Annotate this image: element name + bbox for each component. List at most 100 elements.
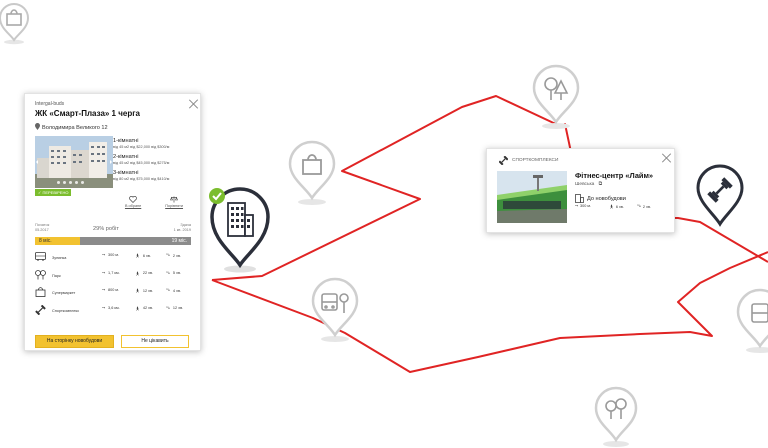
- park-icon: [35, 269, 46, 279]
- infrastructure-row[interactable]: Зупинка ⤳ 300 м. 🚶︎ 6 хв. ⛍ 2 хв.: [35, 252, 195, 271]
- map-pin-park-2[interactable]: [594, 386, 638, 447]
- room-types-list: 1-кімнатні від 45 м2 від $22,000 від $30…: [113, 138, 193, 186]
- verified-check-icon: [209, 188, 225, 204]
- complex-photo[interactable]: [35, 136, 113, 188]
- walk-cell: 🚶︎ 6 хв.: [135, 253, 151, 259]
- pagination-dot[interactable]: [63, 181, 66, 184]
- map-pin-supermarket[interactable]: [0, 3, 30, 45]
- construction-progress-labels: Початок 05.2017 29% робіт Здача 1 кв. 20…: [35, 223, 191, 237]
- infrastructure-row[interactable]: Парк ⤳ 1,7 км. 🚶︎ 22 хв. ⛍ 5 хв.: [35, 269, 195, 289]
- external-link-icon[interactable]: ⧉: [598, 182, 603, 187]
- room-type-detail: від 45 м2 від $45,000 від $275/м: [113, 161, 170, 165]
- walk-cell: 🚶︎ 22 хв.: [135, 271, 153, 276]
- drive-cell: ⛍ 2 хв.: [637, 204, 651, 209]
- poi-category: СПОРТКОМПЛЕКСИ: [499, 156, 558, 165]
- close-icon[interactable]: [189, 99, 199, 109]
- shopping-bag-icon: [35, 287, 46, 297]
- walk-value: 42 хв.: [142, 306, 154, 310]
- ruler-icon: ⤳: [102, 253, 106, 257]
- map-pin-park[interactable]: [532, 64, 580, 129]
- distance-value: 800 м.: [108, 288, 120, 292]
- go-to-complex-button[interactable]: На сторінку новобудови: [35, 335, 114, 348]
- bus-icon: [35, 252, 46, 261]
- favorite-label: В обране: [124, 204, 142, 208]
- map-pin-bus-stop[interactable]: [311, 277, 359, 342]
- poi-photo[interactable]: [497, 171, 567, 223]
- construction-progress-bar: 8 міс. 19 міс.: [35, 237, 191, 245]
- pagination-dot[interactable]: [75, 181, 78, 184]
- car-icon: ⛍: [166, 305, 170, 310]
- complex-title: ЖК «Смарт-Плаза» 1 черга: [35, 109, 140, 118]
- room-type-detail: від 80 м2 від $75,000 від $410/м: [113, 177, 170, 181]
- pagination-dot[interactable]: [57, 181, 60, 184]
- infrastructure-row[interactable]: Спорткомплекс ⤳ 3,6 км. 🚶︎ 42 хв. ⛍ 12 хв.: [35, 304, 195, 324]
- distance-cell: ⤳ 300 м.: [575, 204, 591, 208]
- infrastructure-row[interactable]: Супермаркет ⤳ 800 м. 🚶︎ 12 хв. ⛍ 4 хв.: [35, 287, 195, 306]
- distance-value: 1,7 км.: [108, 270, 120, 275]
- compare-label: Порівняти: [165, 204, 184, 208]
- drive-value: 4 хв.: [172, 288, 182, 293]
- room-type: 2-кімнатні від 45 м2 від $45,000 від $27…: [113, 154, 193, 165]
- not-interested-button[interactable]: Не цікавить: [121, 335, 189, 348]
- walk-value: 6 хв.: [615, 204, 624, 209]
- walk-cell: 🚶︎ 42 хв.: [135, 306, 153, 311]
- favorite-button[interactable]: В обране: [125, 196, 141, 208]
- complex-address: Володимира Великого 12: [35, 123, 108, 131]
- bus-icon: [751, 303, 768, 323]
- drive-cell: ⛍ 2 хв.: [166, 253, 181, 258]
- verified-label: ПЕРЕВІРЕНО: [42, 190, 69, 195]
- distance-cell: ⤳ 3,6 км.: [102, 306, 120, 310]
- walk-icon: 🚶︎: [135, 271, 140, 276]
- infrastructure-list: Зупинка ⤳ 300 м. 🚶︎ 6 хв. ⛍ 2 хв. Парк ⤳ 1,7…: [35, 252, 195, 324]
- scales-icon: [170, 196, 179, 203]
- sport-icon: [35, 304, 46, 315]
- pagination-dot[interactable]: [69, 181, 72, 184]
- map-pin-gym-active[interactable]: [696, 164, 744, 227]
- drive-cell: ⛍ 12 хв.: [166, 306, 183, 311]
- to-complex-label: До новобудови: [587, 195, 626, 202]
- developer-name[interactable]: Intergal-buds: [35, 101, 65, 107]
- distance-cell: ⤳ 1,7 км.: [102, 271, 120, 275]
- complex-info-card: Intergal-buds ЖК «Смарт-Плаза» 1 черга В…: [24, 93, 201, 351]
- room-type: 1-кімнатні від 45 м2 від $22,000 від $30…: [113, 138, 193, 149]
- elapsed-time: 8 міс.: [39, 238, 52, 244]
- compare-button[interactable]: Порівняти: [165, 196, 183, 208]
- fitness-center-photo: [497, 171, 567, 223]
- infrastructure-name: Зупинка: [52, 256, 67, 260]
- infrastructure-name: Супермаркет: [52, 291, 76, 295]
- drive-cell: ⛍ 4 хв.: [166, 288, 181, 293]
- sport-icon: [499, 156, 508, 165]
- infrastructure-name: Парк: [52, 273, 61, 278]
- ruler-icon: ⤳: [102, 288, 106, 292]
- distance-value: 3,6 км.: [108, 305, 120, 310]
- room-type-title: 3-кімнатні: [113, 170, 139, 176]
- walk-cell: 🚶︎ 12 хв.: [135, 288, 153, 294]
- start-label: Початок: [35, 223, 50, 227]
- start-info: Початок 05.2017: [35, 223, 49, 233]
- map-pin-supermarket-2[interactable]: [288, 140, 336, 205]
- heart-icon: [129, 196, 137, 203]
- map-pin-bus-stop-2[interactable]: [736, 288, 768, 353]
- car-icon: ⛍: [166, 288, 170, 292]
- map-pin-complex-selected[interactable]: [209, 187, 270, 273]
- car-icon: ⛍: [166, 253, 170, 257]
- progress-fill: [35, 237, 81, 245]
- car-icon: ⛍: [166, 270, 170, 275]
- drive-value: 5 хв.: [172, 271, 182, 275]
- walk-value: 22 хв.: [142, 271, 154, 275]
- dumbbell-icon: [707, 177, 733, 203]
- pagination-dot[interactable]: [81, 181, 84, 184]
- walk-icon: 🚶︎: [609, 205, 614, 209]
- finish-date: 1 кв. 2019: [173, 228, 191, 232]
- address-text: Володимира Великого 12: [42, 125, 108, 131]
- shopping-bag-icon: [302, 154, 322, 175]
- finish-label: Здача: [180, 223, 191, 227]
- distance-value: 300 м.: [108, 253, 120, 257]
- close-icon[interactable]: [662, 153, 672, 163]
- drive-value: 12 хв.: [172, 306, 184, 310]
- distance-cell: ⤳ 800 м.: [102, 288, 119, 292]
- remaining-time: 19 міс.: [171, 238, 187, 244]
- bus-icon: [321, 293, 349, 313]
- verified-badge: ✓ ПЕРЕВІРЕНО: [35, 189, 72, 196]
